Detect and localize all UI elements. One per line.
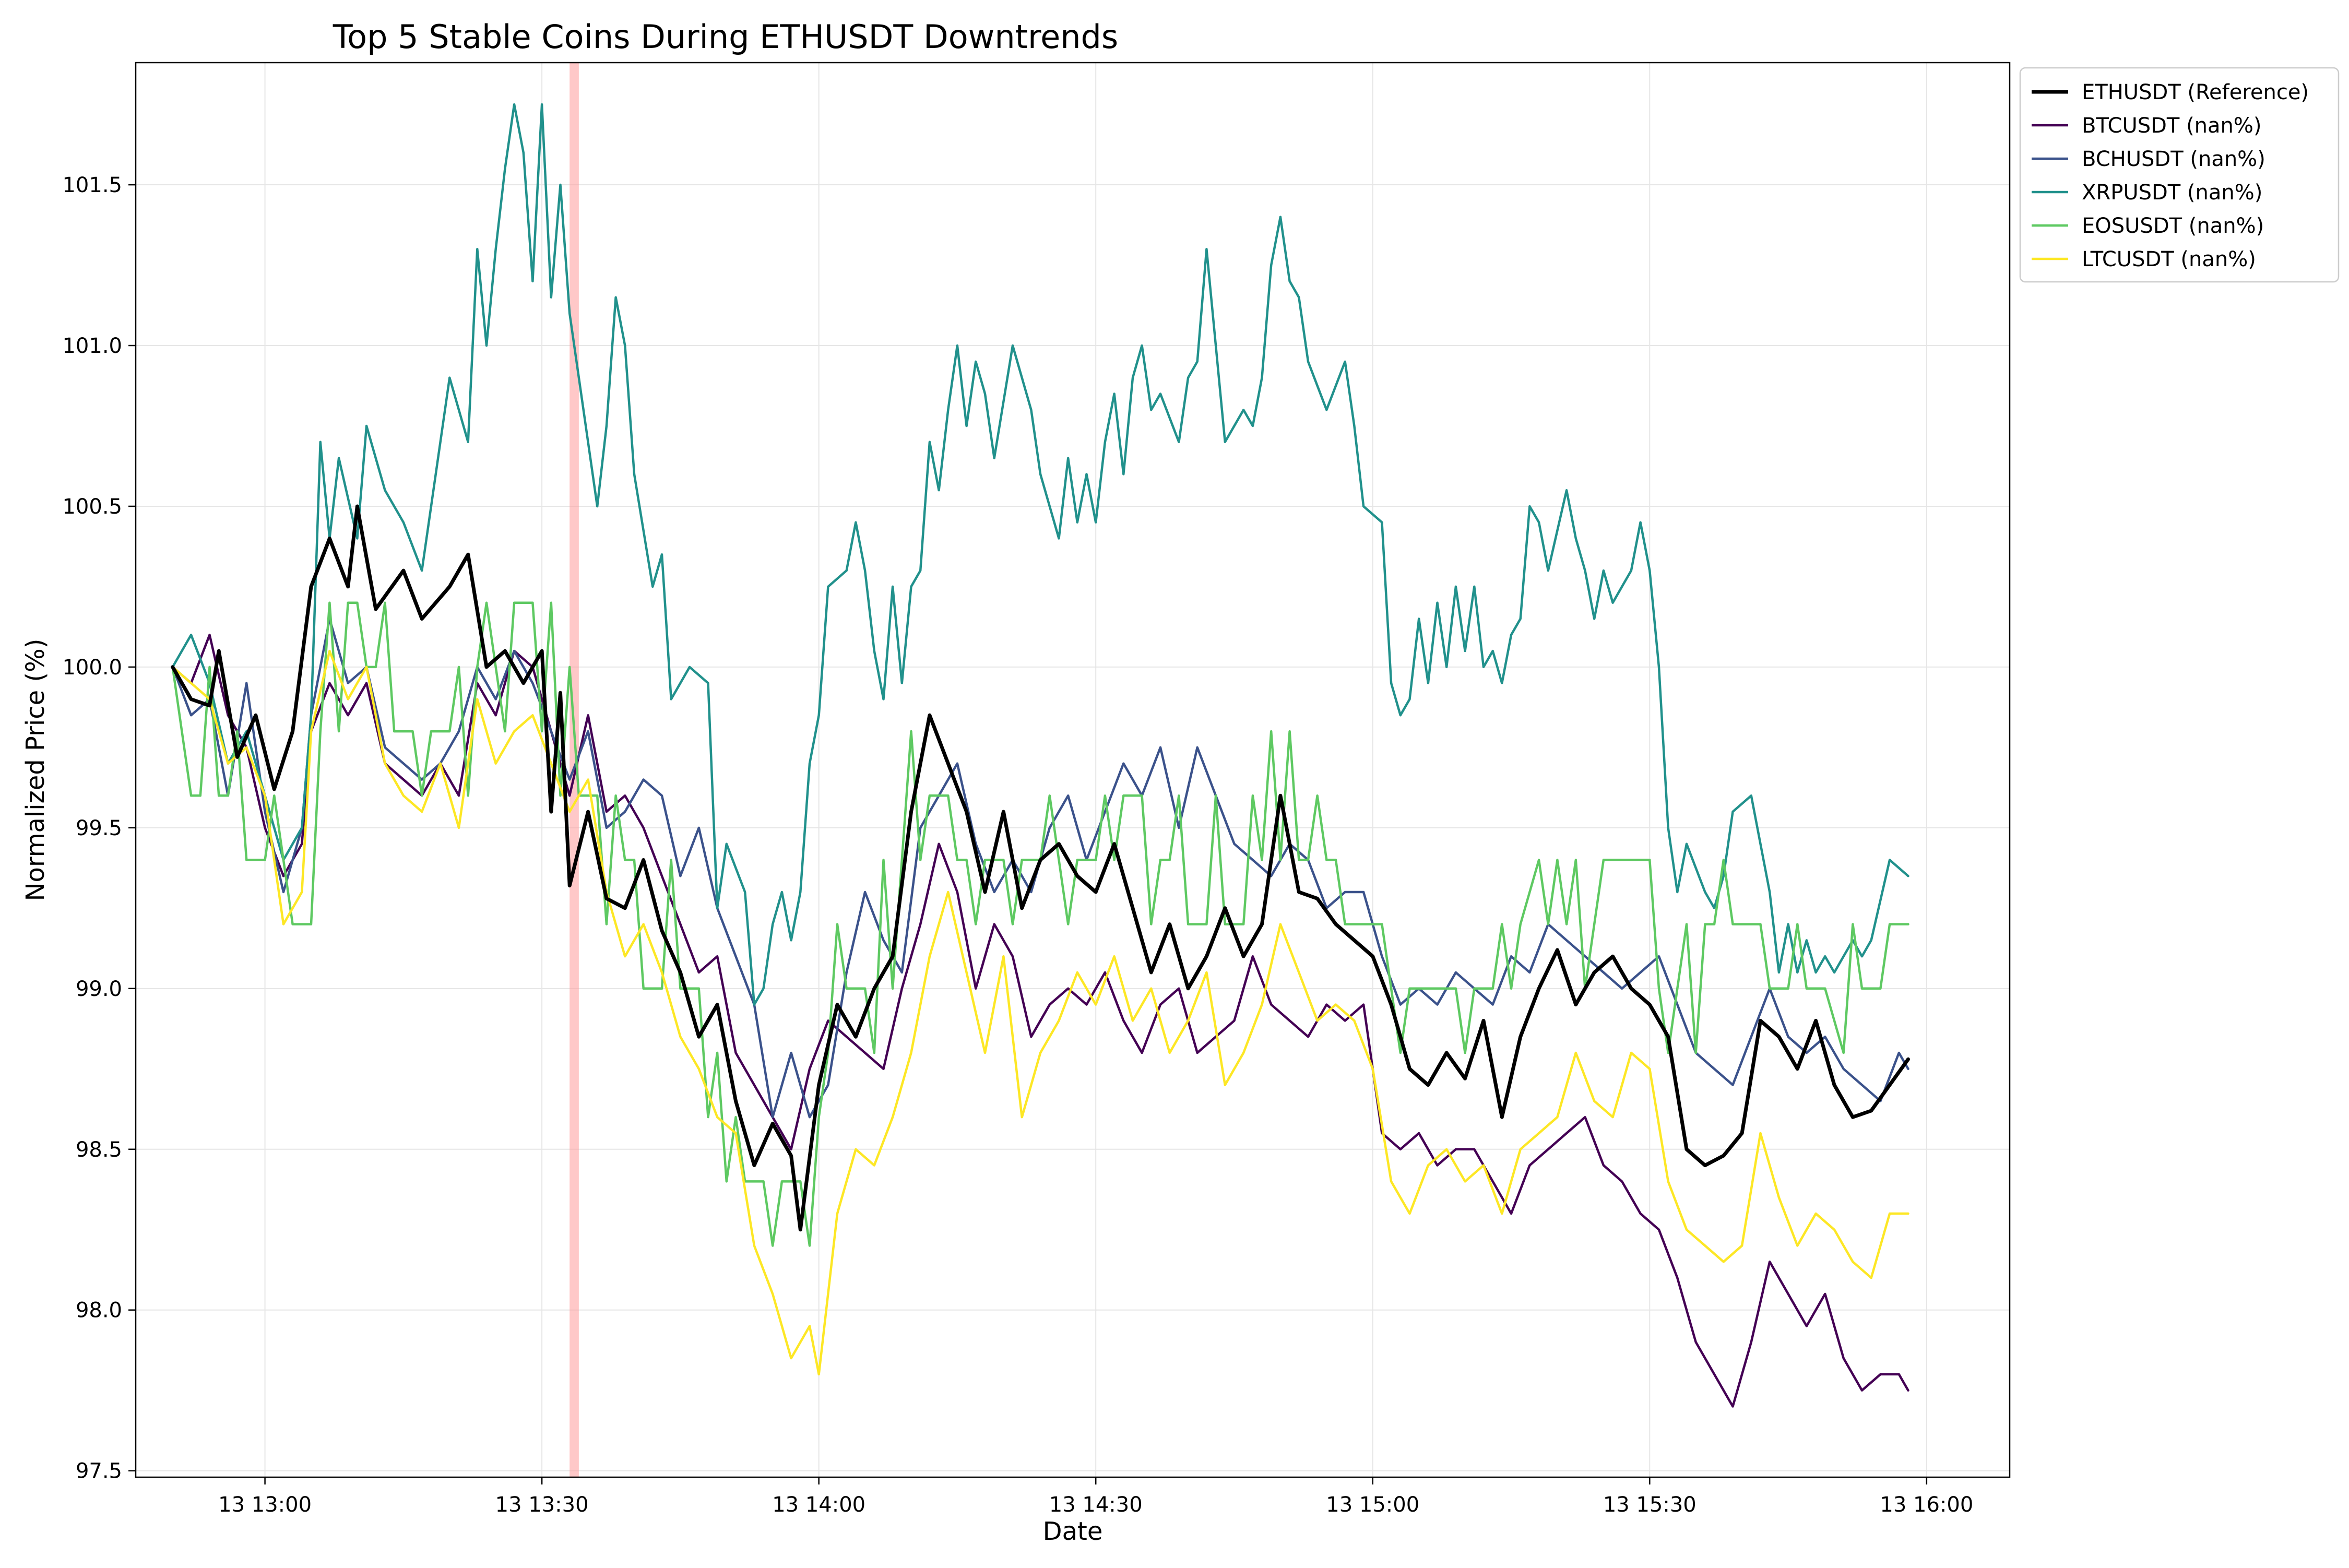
y-tick-label: 98.5 [76, 1138, 122, 1162]
y-tick-label: 97.5 [76, 1459, 122, 1483]
legend: ETHUSDT (Reference) BTCUSDT (nan%) BCHUSDT… [2019, 67, 2340, 283]
series-line-xrpusdt [171, 103, 1909, 1006]
y-tick-label: 101.5 [62, 173, 122, 197]
x-axis-label: Date [1043, 1517, 1103, 1546]
x-tick-label: 13 15:00 [1326, 1493, 1419, 1517]
series-lines [171, 103, 1910, 1408]
x-tick-label: 13 15:30 [1603, 1493, 1696, 1517]
y-tick-label: 100.5 [62, 495, 122, 519]
plot-area [136, 63, 2010, 1477]
x-tick-label: 13 14:30 [1049, 1493, 1143, 1517]
legend-label-bchusdt: BCHUSDT (nan%) [2082, 147, 2265, 171]
grid-lines [136, 63, 2010, 1477]
series-line-eosusdt [171, 601, 1909, 1247]
series-line-ltcusdt [171, 649, 1909, 1376]
y-tick-label: 99.5 [76, 816, 122, 840]
y-tick-label: 101.0 [62, 334, 122, 358]
series-line-ethusdt [171, 504, 1910, 1232]
y-axis-label: Normalized Price (%) [21, 639, 50, 901]
series-line-btcusdt [171, 634, 1909, 1408]
y-tick-label: 98.0 [76, 1299, 122, 1323]
legend-label-eosusdt: EOSUSDT (nan%) [2082, 214, 2264, 238]
legend-label-btcusdt: BTCUSDT (nan%) [2082, 114, 2262, 138]
x-tick-label: 13 13:30 [495, 1493, 589, 1517]
legend-label-ltcusdt: LTCUSDT (nan%) [2082, 247, 2256, 271]
x-tick-label: 13 13:00 [218, 1493, 312, 1517]
legend-label-ethusdt: ETHUSDT (Reference) [2082, 80, 2309, 104]
y-tick-label: 99.0 [76, 977, 122, 1001]
legend-label-xrpusdt: XRPUSDT (nan%) [2082, 181, 2262, 205]
y-tick-label: 100.0 [62, 656, 122, 680]
x-tick-label: 13 16:00 [1880, 1493, 1973, 1517]
plot-frame [135, 62, 2011, 1478]
legend-box [2019, 67, 2340, 283]
axis-ticks: 97.5 98.0 98.5 99.0 99.5 100.0 100.5 101.0 101.5… [62, 173, 1973, 1517]
chart-title: Top 5 Stable Coins During ETHUSDT Downtr… [333, 18, 1118, 56]
x-tick-label: 13 14:00 [772, 1493, 865, 1517]
